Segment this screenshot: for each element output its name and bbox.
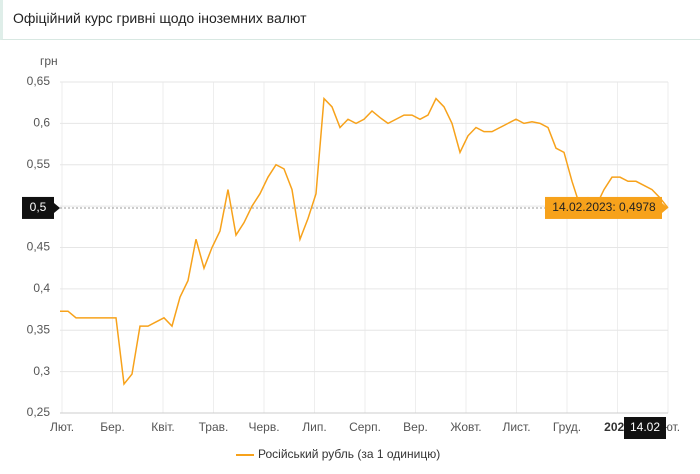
x-tick-label: Черв. bbox=[248, 420, 279, 434]
x-tick-label: Серп. bbox=[349, 420, 381, 434]
x-tick-label: Груд. bbox=[553, 420, 581, 434]
tooltip-box bbox=[545, 196, 662, 219]
tooltip-label: 14.02.2023: 0,4978 bbox=[552, 200, 656, 214]
crosshair-y-arrow bbox=[54, 202, 60, 213]
y-tick-label: 0,55 bbox=[27, 157, 51, 171]
y-tick-label: 0,4 bbox=[33, 281, 50, 295]
y-tick-label: 0,45 bbox=[27, 240, 51, 254]
y-tick-label: 0,6 bbox=[33, 116, 50, 130]
crosshair-x-label: 14.02 bbox=[630, 420, 660, 434]
y-tick-label: 0,65 bbox=[27, 74, 51, 88]
title: Офіційний курс гривні щодо іноземних вал… bbox=[13, 10, 307, 26]
tooltip-arrow bbox=[662, 202, 668, 213]
header: Офіційний курс гривні щодо іноземних вал… bbox=[0, 0, 700, 40]
x-tick-label: Трав. bbox=[199, 420, 229, 434]
legend-label: Російський рубль (за 1 одиницю) bbox=[258, 447, 440, 461]
x-tick-label: Лип. bbox=[302, 420, 326, 434]
series-line bbox=[60, 96, 669, 386]
x-tick-label: Бер. bbox=[100, 420, 125, 434]
chart: грн 0,25 0,3 0,35 0,4 0,45 0,5 0,55 0,6 0,65 Лют.… bbox=[22, 54, 680, 461]
y-tick-label: 0,35 bbox=[27, 322, 51, 336]
crosshair-x-box bbox=[624, 417, 666, 439]
x-tick-label: Лют. bbox=[50, 420, 74, 434]
y-axis-label: грн bbox=[40, 54, 58, 68]
crosshair-y-label: 0,5 bbox=[30, 200, 47, 214]
x-tick-label: Жовт. bbox=[450, 420, 481, 434]
x-tick-label: Вер. bbox=[403, 420, 428, 434]
x-tick-label: Квіт. bbox=[151, 420, 175, 434]
x-tick-label: Лист. bbox=[502, 420, 530, 434]
crosshair-y-box bbox=[22, 196, 54, 219]
y-tick-label: 0,25 bbox=[27, 405, 51, 419]
y-tick-label: 0,3 bbox=[33, 364, 50, 378]
